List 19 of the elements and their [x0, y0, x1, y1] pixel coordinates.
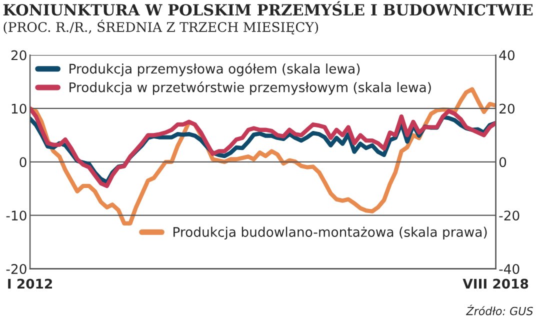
y2-tick-label: 20 — [500, 104, 514, 114]
y-tick-label: 0 — [20, 157, 26, 168]
line-series — [30, 106, 496, 188]
legend-label: Produkcja przemysłowa ogółem (skala lewa) — [70, 62, 360, 76]
legend-label: Produkcja budowlano-montażowa (skala prawa) — [174, 226, 487, 240]
y-tick-label: 10 — [12, 104, 26, 114]
x-tick-label: I 2012 — [8, 278, 52, 289]
text: Źródło: GUS — [466, 304, 533, 316]
legend-label: Produkcja w przetwórstwie przemysłowym (skala lewa) — [70, 82, 431, 95]
y2-tick-label: -20 — [499, 210, 520, 221]
chart-subtitle: (PROC. R./R., ŚREDNIA Z TRZECH MIESIĘCY) — [4, 20, 318, 34]
y2-tick-label: 0 — [499, 157, 506, 168]
y-tick-label: 20 — [11, 50, 26, 60]
y-tick-label: -20 — [6, 264, 26, 274]
chart-title: KONIUNKTURA W POLSKIM PRZEMYŚLE I BUDOWNICTWIE — [3, 1, 533, 16]
y2-tick-label: 40 — [499, 50, 514, 60]
y2-tick-label: -40 — [499, 264, 520, 274]
x-tick-label: VIII 2018 — [462, 278, 528, 289]
y-tick-label: -10 — [6, 210, 26, 221]
